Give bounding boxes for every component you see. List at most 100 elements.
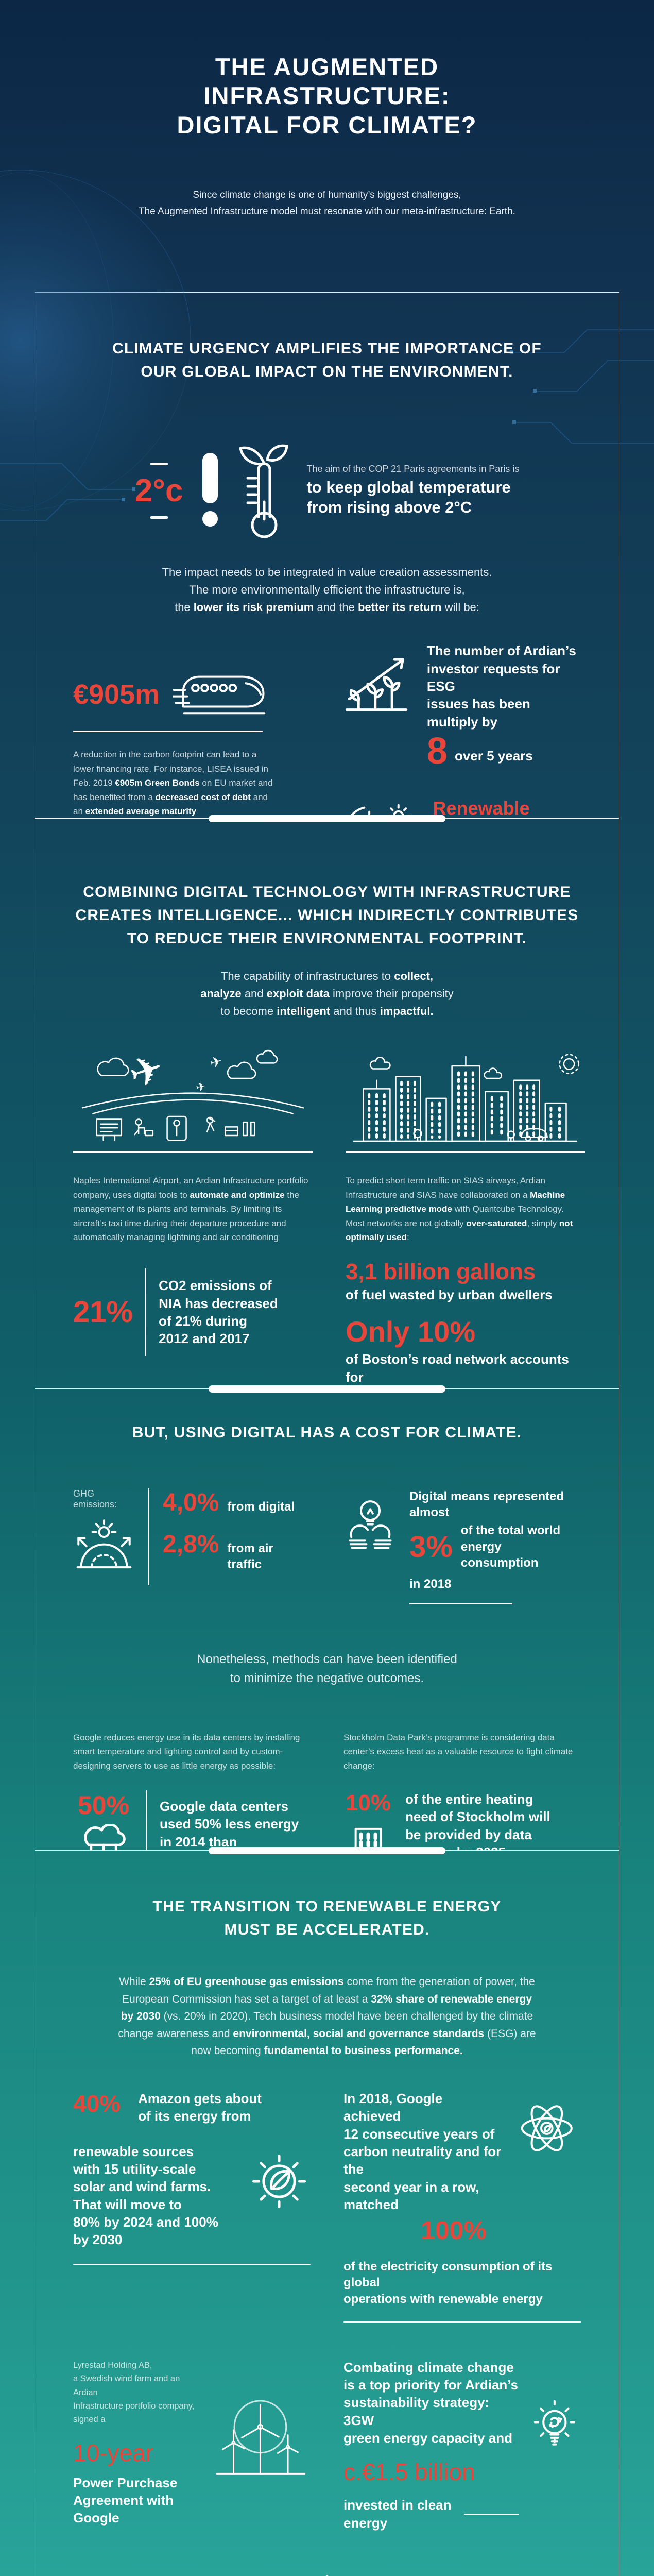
ghg-earth-icon <box>73 1515 135 1577</box>
section-divider <box>35 1385 619 1393</box>
lyrestad-caption: Lyrestad Holding AB, a Swedish wind farm… <box>73 2360 195 2425</box>
google-text: Google data centers used 50% less energy… <box>160 1799 299 1850</box>
vertical-divider <box>146 1790 147 1850</box>
digital-energy-block: Digital means represented almost 3% of t… <box>343 1488 581 1605</box>
ppa-value: 10-year <box>73 2439 153 2466</box>
google-neutrality-text: of the electricity consumption of its gl… <box>343 2260 553 2306</box>
city-illustration <box>346 1047 585 1154</box>
vertical-divider <box>145 1268 147 1356</box>
combat-intro: Combating climate change is a top priori… <box>343 2359 519 2446</box>
fuel-value: 3,1 billion gallons <box>346 1259 536 1284</box>
google-value: 50% <box>77 1791 130 1820</box>
section-divider <box>35 815 619 822</box>
amazon-text: renewable sources with 15 utility-scale … <box>73 2143 218 2248</box>
google-datacenter-block: Google reduces energy use in its data ce… <box>73 1731 311 1850</box>
clean-energy-block: Combating climate change is a top priori… <box>343 2359 581 2532</box>
ghg-label: GHG emissions: <box>73 1488 117 1510</box>
section-digital-cost: BUT, USING DIGITAL HAS A COST FOR CLIMAT… <box>35 1389 619 1850</box>
ghg-air-value: 2,8% <box>163 1531 219 1558</box>
dash-decoration <box>150 462 168 465</box>
growth-plants-icon <box>343 642 410 722</box>
datacenter-building-icon <box>343 1823 393 1850</box>
section2-heading: COMBINING DIGITAL TECHNOLOGY WITH INFRAS… <box>75 884 579 947</box>
divider-pill <box>209 1385 445 1393</box>
co2-stat: 21% CO2 emissions of NIA has decreased o… <box>73 1268 313 1356</box>
underline <box>343 2321 581 2323</box>
cloud-servers-icon <box>73 1824 134 1850</box>
cop21-text: The aim of the COP 21 Paris agreements i… <box>306 464 519 518</box>
esg-suffix: over 5 years <box>454 748 533 764</box>
ppa-text: Power Purchase Agreement with Google <box>73 2475 178 2526</box>
smart-city-illustration <box>35 2565 619 2576</box>
stockholm-caption: Stockholm Data Park’s programme is consi… <box>343 1732 573 1771</box>
digital-value: 3% <box>409 1530 453 1564</box>
cop21-goal: to keep global temperature from rising a… <box>306 478 511 516</box>
airport-icon: ✈ ✈ ✈ <box>73 1047 313 1148</box>
section1-heading: CLIMATE URGENCY AMPLIFIES THE IMPORTANCE… <box>112 340 542 380</box>
underline <box>409 1603 513 1605</box>
stockholm-value: 10% <box>345 1790 391 1816</box>
impact-paragraph: The impact needs to be integrated in val… <box>162 566 492 614</box>
plane-icon: ✈ <box>124 1047 169 1098</box>
esg-stat: The number of Ardian’s investor requests… <box>343 642 581 772</box>
clean-energy-value: c.€1.5 billion <box>343 2459 475 2486</box>
digital-text: of the total world energy consumption <box>460 1523 561 1570</box>
ghg-digital-value: 4,0% <box>163 1489 219 1516</box>
stockholm-text: of the entire heating need of Stockholm … <box>405 1791 550 1850</box>
divider-pill <box>209 1847 445 1854</box>
google-neutrality-value: 100% <box>421 2216 487 2245</box>
fuel-text: of fuel wasted by urban dwellers <box>346 1287 553 1303</box>
esg-intro: The number of Ardian’s investor requests… <box>426 643 576 730</box>
naples-caption: Naples International Airport, an Ardian … <box>73 1176 308 1243</box>
co2-text: CO2 emissions of NIA has decreased of 21… <box>159 1278 278 1347</box>
small-plane-icon: ✈ <box>208 1053 223 1072</box>
wind-farm-icon <box>210 2379 311 2489</box>
boston-text: of Boston’s road network accounts for 70… <box>346 1351 569 1388</box>
google-neutrality-intro: In 2018, Google achieved 12 consecutive … <box>343 2090 502 2212</box>
small-plane-icon: ✈ <box>195 1080 206 1094</box>
section4-heading: THE TRANSITION TO RENEWABLE ENERGY MUST … <box>152 1898 502 1938</box>
co2-value: 21% <box>73 1295 133 1329</box>
boston-value: Only 10% <box>346 1315 476 1348</box>
section-divider <box>35 1847 619 1854</box>
transition-paragraph: While 25% of EU greenhouse gas emissions… <box>118 1976 536 2057</box>
section-renewable-transition: THE TRANSITION TO RENEWABLE ENERGY MUST … <box>35 1851 619 2576</box>
esg-renewable-block: The number of Ardian’s investor requests… <box>343 642 581 818</box>
page-subtitle: Since climate change is one of humanity’… <box>139 190 515 217</box>
esg-multiplier: 8 <box>426 730 448 772</box>
green-bonds-caption: A reduction in the carbon footprint can … <box>73 750 273 817</box>
underline <box>464 2513 520 2515</box>
section-digital-intelligence: COMBINING DIGITAL TECHNOLOGY WITH INFRAS… <box>35 819 619 1388</box>
vertical-divider <box>148 1488 149 1585</box>
capability-paragraph: The capability of infrastructures to col… <box>200 970 454 1018</box>
header: THE AUGMENTED INFRASTRUCTURE: DIGITAL FO… <box>0 0 654 292</box>
amazon-block: 40% Amazon gets about of its energy from… <box>73 2090 311 2323</box>
thermometer-leaf-icon <box>237 441 291 540</box>
digital-year: in 2018 <box>409 1577 452 1591</box>
green-bonds-block: €905m A reduction in the carbon footprin… <box>73 642 311 818</box>
underline <box>73 2264 311 2265</box>
temperature-2c: 2°c <box>134 462 183 519</box>
ghg-stat-block: GHG emissions: <box>73 1488 311 1604</box>
dash-decoration <box>150 516 168 519</box>
section3-heading: BUT, USING DIGITAL HAS A COST FOR CLIMAT… <box>132 1424 522 1441</box>
bulb-recycle-icon <box>528 2385 581 2474</box>
smart-city-icon <box>297 2574 357 2576</box>
google-neutrality-block: In 2018, Google achieved 12 consecutive … <box>343 2090 581 2323</box>
fuel-stat: 3,1 billion gallons of fuel wasted by ur… <box>346 1260 585 1304</box>
city-icon <box>346 1047 585 1148</box>
green-bonds-value: €905m <box>73 679 160 710</box>
sun-leaf-icon <box>248 2143 311 2220</box>
digital-intro: Digital means represented almost <box>409 1489 564 1520</box>
airport-illustration: ✈ ✈ ✈ <box>73 1047 313 1154</box>
temperature-value: 2°c <box>134 472 183 509</box>
clean-energy-text: invested in clean energy <box>343 2497 452 2531</box>
section-climate-urgency: CLIMATE URGENCY AMPLIFIES THE IMPORTANCE… <box>35 293 619 818</box>
renewable-title: Renewable energy <box>433 797 530 818</box>
page-title: THE AUGMENTED INFRASTRUCTURE: DIGITAL FO… <box>177 53 477 139</box>
content-box: CLIMATE URGENCY AMPLIFIES THE IMPORTANCE… <box>35 292 619 2576</box>
train-icon <box>173 664 271 725</box>
hands-bulb-icon <box>343 1488 397 1566</box>
atom-leaf-icon <box>513 2090 581 2167</box>
